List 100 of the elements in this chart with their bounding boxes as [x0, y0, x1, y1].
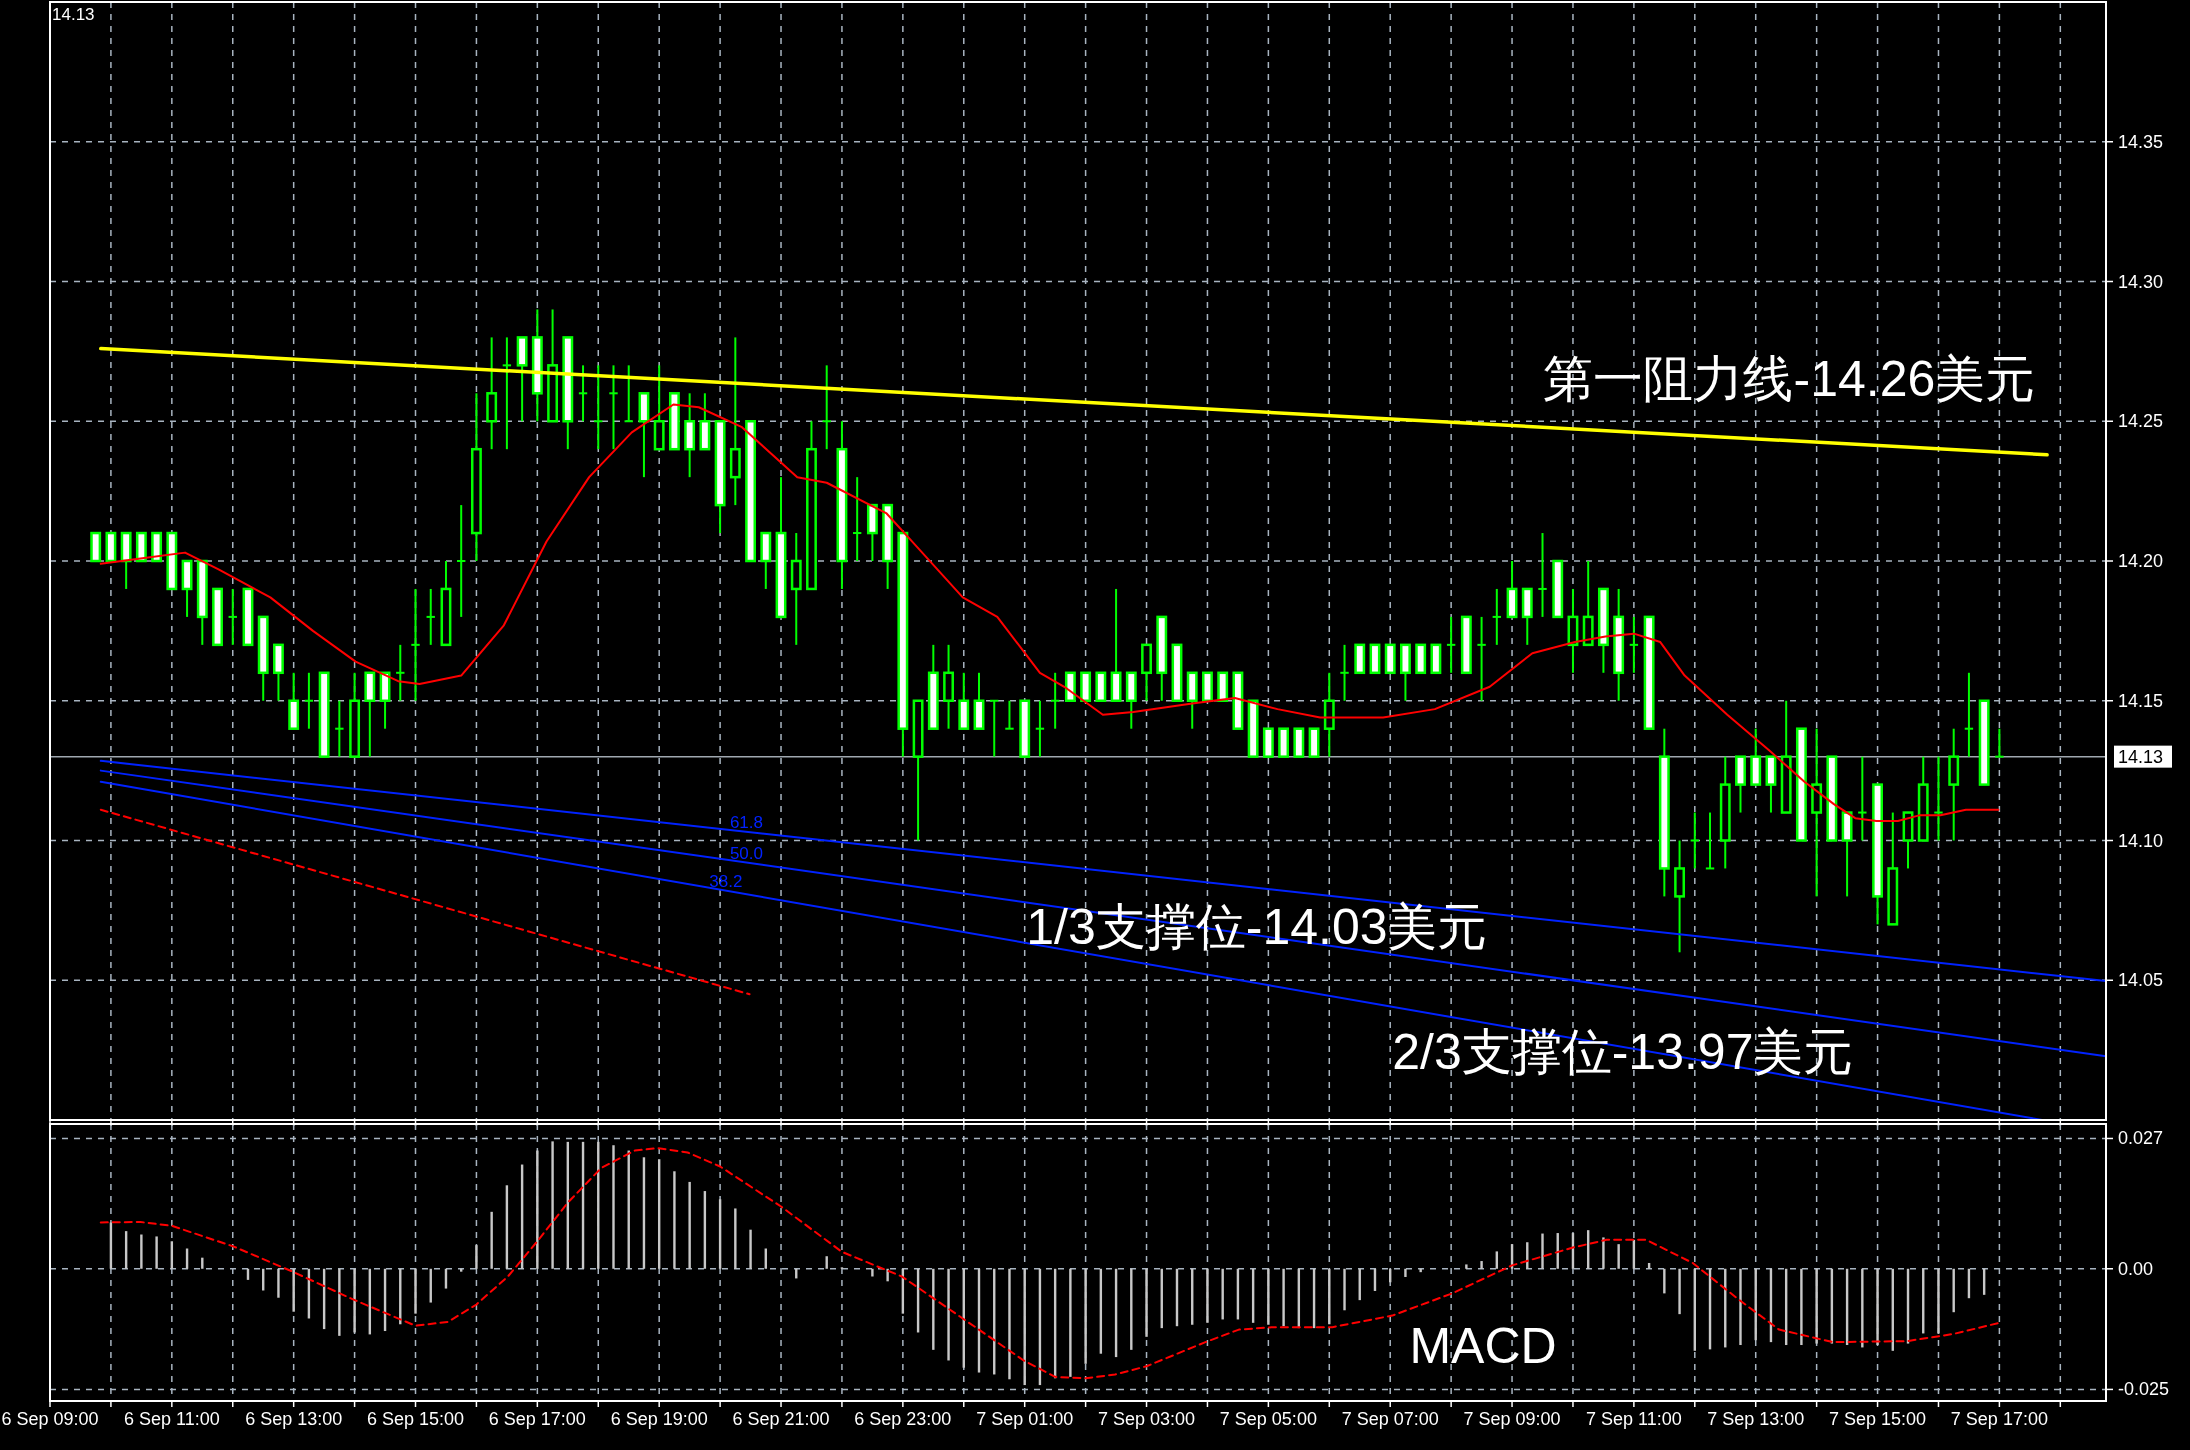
candlestick: [1933, 755, 1944, 842]
bar: [475, 1245, 478, 1269]
bar: [1221, 1268, 1224, 1320]
y-tick-label: 14.10: [2118, 830, 2164, 851]
candlestick: [577, 364, 589, 423]
ref-line-label: 14.13: [2118, 746, 2164, 767]
series-label: 50.0: [729, 843, 763, 863]
bar: [1678, 1268, 1681, 1315]
bar: [1267, 1268, 1270, 1325]
x-tick-label: 7 Sep 11:00: [1586, 1409, 1682, 1429]
bar: [1663, 1268, 1666, 1294]
candlestick: [395, 643, 406, 702]
bar: [1602, 1237, 1605, 1269]
x-tick-label: 6 Sep 09:00: [1, 1409, 99, 1429]
candlestick: [1034, 699, 1046, 758]
bar: [1023, 1268, 1026, 1386]
x-tick-label: 7 Sep 17:00: [1950, 1409, 2048, 1429]
bar: [292, 1268, 295, 1312]
candlestick: [1537, 532, 1548, 618]
y-tick-label: 14.20: [2118, 551, 2164, 571]
bar: [1404, 1268, 1407, 1277]
bar: [1815, 1268, 1818, 1344]
candlestick: [425, 587, 436, 646]
x-tick-label: 6 Sep 11:00: [123, 1409, 220, 1429]
candlestick: [227, 587, 238, 646]
bar: [734, 1208, 737, 1269]
bar: [688, 1181, 691, 1269]
bar: [1069, 1268, 1072, 1377]
bar: [947, 1268, 950, 1361]
bar: [1145, 1268, 1148, 1337]
bar: [1343, 1268, 1346, 1311]
candlestick: [1049, 671, 1061, 730]
candlestick: [608, 364, 619, 451]
candlestick: [1857, 755, 1868, 842]
candlestick: [821, 364, 832, 451]
bar: [1282, 1268, 1285, 1327]
x-tick-label: 7 Sep 01:00: [976, 1409, 1074, 1429]
candlestick: [410, 587, 421, 702]
candlestick: [593, 364, 604, 451]
x-tick-label: 7 Sep 15:00: [1829, 1409, 1927, 1429]
bar: [1130, 1268, 1133, 1350]
bar: [1861, 1268, 1864, 1348]
bar: [673, 1171, 676, 1269]
candlestick: [1704, 811, 1716, 870]
x-tick-label: 7 Sep 07:00: [1341, 1409, 1439, 1429]
x-tick-label: 6 Sep 23:00: [854, 1409, 952, 1429]
bar: [414, 1268, 417, 1314]
candlestick: [1963, 671, 1975, 758]
bar: [1465, 1264, 1468, 1269]
bar: [338, 1268, 341, 1336]
candlestick: [1476, 615, 1487, 702]
bar: [1739, 1268, 1742, 1346]
candlestick: [1491, 587, 1502, 646]
x-tick-label: 6 Sep 19:00: [610, 1409, 708, 1429]
candlestick: [989, 699, 1000, 758]
candlestick: [851, 476, 863, 562]
candlestick: [1628, 615, 1640, 674]
bar: [1008, 1268, 1011, 1380]
bar: [1937, 1268, 1940, 1334]
bar: [155, 1236, 158, 1269]
bar: [1419, 1268, 1422, 1273]
y-tick-label: 14.30: [2118, 271, 2164, 292]
y-tick-label: 14.25: [2118, 411, 2164, 432]
bar: [1800, 1268, 1803, 1346]
candlestick: [1689, 811, 1700, 870]
x-tick-label: 6 Sep 13:00: [245, 1409, 343, 1429]
bar: [1206, 1268, 1209, 1323]
x-tick-label: 7 Sep 13:00: [1707, 1409, 1805, 1429]
bar: [490, 1211, 493, 1269]
candlestick: [456, 504, 467, 618]
bar: [1084, 1268, 1087, 1364]
y-tick-label: 0.027: [2118, 1128, 2164, 1149]
candlestick: [1445, 615, 1457, 674]
chart-title: 14.13: [52, 5, 95, 24]
y-tick-label: 14.05: [2118, 970, 2164, 991]
x-tick-label: 6 Sep 15:00: [366, 1409, 465, 1429]
y-tick-label: 14.15: [2118, 690, 2164, 711]
bar: [749, 1229, 752, 1269]
bar: [1617, 1244, 1620, 1269]
x-tick-label: 7 Sep 03:00: [1097, 1409, 1196, 1429]
series-label: 61.8: [729, 812, 763, 832]
candlestick: [334, 699, 345, 758]
x-tick-label: 6 Sep 21:00: [732, 1409, 830, 1429]
bar: [277, 1268, 280, 1298]
candlestick: [501, 336, 513, 451]
y-tick-label: 14.35: [2118, 131, 2164, 152]
bar: [551, 1141, 554, 1269]
bar: [1480, 1261, 1483, 1269]
bar: [140, 1234, 143, 1269]
bar: [353, 1268, 356, 1333]
y-tick-label: 0.00: [2118, 1258, 2154, 1279]
candlestick: [1004, 699, 1015, 730]
bar: [612, 1145, 615, 1269]
bar: [1541, 1233, 1544, 1269]
bar: [536, 1150, 539, 1269]
bar: [871, 1268, 874, 1277]
annotation: MACD: [1409, 1317, 1557, 1374]
candlestick: [303, 671, 315, 730]
x-tick-label: 7 Sep 09:00: [1463, 1409, 1561, 1429]
y-tick-label: -0.025: [2118, 1379, 2170, 1400]
